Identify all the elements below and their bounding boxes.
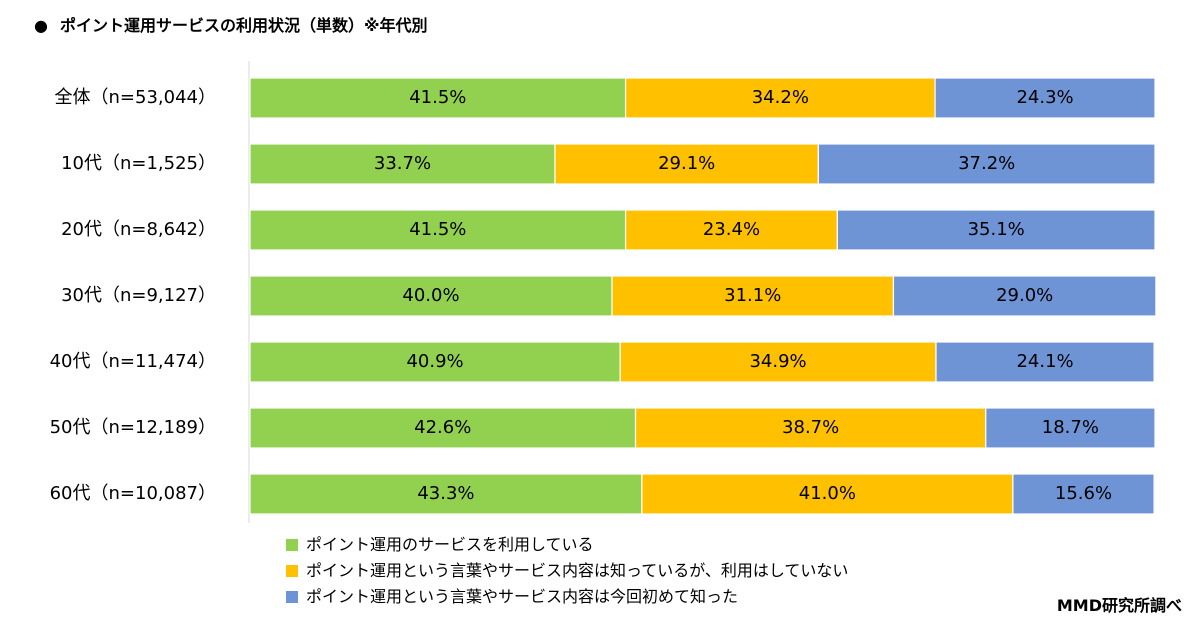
bar-segment-use — [249, 407, 637, 449]
data-label: 40.9% — [406, 351, 463, 372]
title-bullet: ● — [34, 16, 48, 35]
data-label: 42.6% — [414, 417, 471, 438]
data-label: 24.3% — [1016, 87, 1073, 108]
data-label: 41.0% — [799, 483, 856, 504]
category-label: 20代（n=8,642） — [61, 219, 216, 240]
chart-title: ポイント運用サービスの利用状況（単数）※年代別 — [59, 16, 428, 35]
bar-segment-first-time — [934, 77, 1156, 119]
data-label: 34.2% — [752, 87, 809, 108]
legend-swatch-first-time — [286, 591, 298, 603]
legend-label-first-time: ポイント運用という言葉やサービス内容は今回初めて知った — [306, 587, 739, 606]
legend-label-know-not-use: ポイント運用という言葉やサービス内容は知っているが、利用はしていない — [306, 561, 849, 580]
data-label: 38.7% — [782, 417, 839, 438]
category-label: 60代（n=10,087） — [50, 483, 216, 504]
category-label: 40代（n=11,474） — [50, 351, 216, 372]
category-label: 全体（n=53,044） — [55, 87, 216, 108]
bar-segment-know-not-use — [619, 341, 937, 383]
legend-item-know-not-use: ポイント運用という言葉やサービス内容は知っているが、利用はしていない — [286, 558, 848, 584]
data-label: 23.4% — [703, 219, 760, 240]
category-label: 30代（n=9,127） — [61, 285, 216, 306]
bar-segment-use — [249, 143, 556, 185]
legend: ポイント運用のサービスを利用している ポイント運用という言葉やサービス内容は知っ… — [286, 532, 848, 610]
chart-title-row: ● ポイント運用サービスの利用状況（単数）※年代別 — [34, 12, 428, 36]
data-label: 40.0% — [402, 285, 459, 306]
bar-segment-use — [249, 209, 627, 251]
category-label: 10代（n=1,525） — [61, 153, 216, 174]
legend-label-use: ポイント運用のサービスを利用している — [306, 535, 594, 554]
data-label: 29.1% — [658, 153, 715, 174]
bar-segment-know-not-use — [634, 407, 987, 449]
legend-item-use: ポイント運用のサービスを利用している — [286, 532, 848, 558]
bar-segment-know-not-use — [554, 143, 819, 185]
data-label: 41.5% — [409, 87, 466, 108]
bar-segment-first-time — [935, 341, 1155, 383]
data-label: 31.1% — [724, 285, 781, 306]
data-label: 18.7% — [1042, 417, 1099, 438]
bar-segment-first-time — [985, 407, 1156, 449]
bar-segment-first-time — [836, 209, 1156, 251]
data-label: 35.1% — [968, 219, 1025, 240]
data-label: 41.5% — [409, 219, 466, 240]
bar-segment-first-time — [892, 275, 1157, 317]
source-note: MMD研究所調べ — [1056, 596, 1182, 615]
bar-segment-first-time — [1012, 473, 1155, 515]
bar-segment-use — [249, 77, 627, 119]
data-label: 15.6% — [1055, 483, 1112, 504]
legend-item-first-time: ポイント運用という言葉やサービス内容は今回初めて知った — [286, 584, 848, 610]
bar-segment-know-not-use — [624, 209, 838, 251]
legend-swatch-use — [286, 539, 298, 551]
bar-segment-use — [249, 275, 613, 317]
data-label: 33.7% — [374, 153, 431, 174]
data-label: 43.3% — [417, 483, 474, 504]
data-label: 29.0% — [996, 285, 1053, 306]
bar-segment-use — [249, 341, 621, 383]
legend-swatch-know-not-use — [286, 565, 298, 577]
data-label: 34.9% — [749, 351, 806, 372]
bar-segment-first-time — [817, 143, 1156, 185]
bar-segment-know-not-use — [641, 473, 1014, 515]
bar-segment-use — [249, 473, 643, 515]
category-label: 50代（n=12,189） — [50, 417, 216, 438]
bar-segment-know-not-use — [624, 77, 936, 119]
data-label: 37.2% — [958, 153, 1015, 174]
data-label: 24.1% — [1016, 351, 1073, 372]
